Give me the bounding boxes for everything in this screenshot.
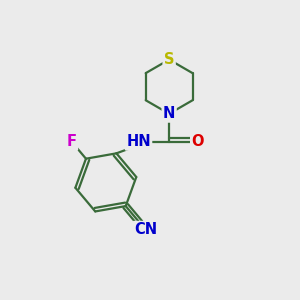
Text: HN: HN <box>126 134 151 149</box>
Text: CN: CN <box>134 222 157 237</box>
Text: F: F <box>67 134 77 149</box>
Text: N: N <box>163 106 175 121</box>
Text: O: O <box>191 134 204 149</box>
Text: S: S <box>164 52 174 67</box>
